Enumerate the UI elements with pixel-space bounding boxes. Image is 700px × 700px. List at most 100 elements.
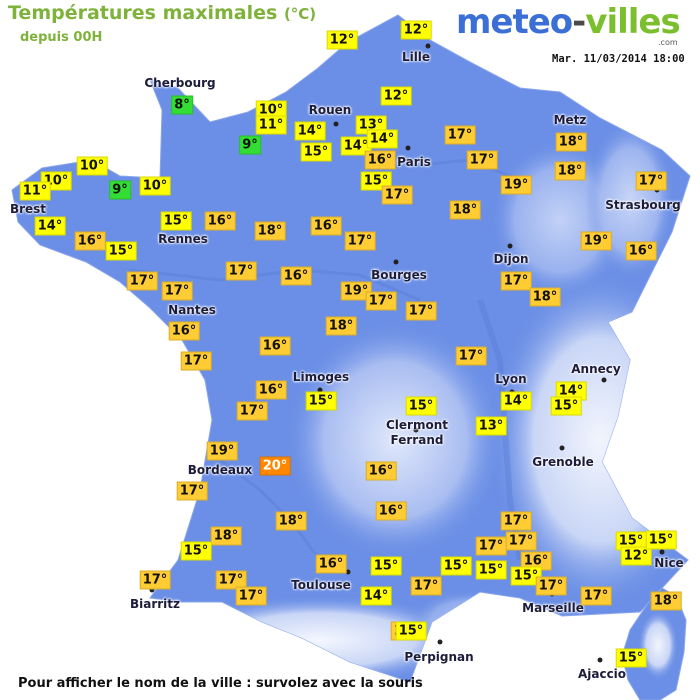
temperature-marker[interactable]: 15° bbox=[105, 241, 137, 261]
temperature-marker[interactable]: 18° bbox=[555, 132, 587, 152]
temperature-marker[interactable]: 19° bbox=[340, 281, 372, 301]
temperature-marker[interactable]: 13° bbox=[475, 416, 507, 436]
temperature-marker[interactable]: 17° bbox=[180, 351, 212, 371]
temperature-marker[interactable]: 17° bbox=[126, 271, 158, 291]
temperature-marker[interactable]: 12° bbox=[380, 86, 412, 106]
temperature-marker[interactable]: 16° bbox=[74, 231, 106, 251]
temperature-marker[interactable]: 15° bbox=[180, 541, 212, 561]
logo-part-2: - bbox=[572, 2, 586, 42]
city-label-rouen: Rouen bbox=[308, 103, 352, 117]
temperature-marker[interactable]: 17° bbox=[161, 281, 193, 301]
temperature-marker[interactable]: 18° bbox=[449, 200, 481, 220]
temperature-marker[interactable]: 16° bbox=[204, 211, 236, 231]
temperature-marker[interactable]: 17° bbox=[405, 301, 437, 321]
temperature-marker[interactable]: 15° bbox=[160, 211, 192, 231]
temperature-marker[interactable]: 11° bbox=[19, 181, 51, 201]
city-dot bbox=[425, 43, 431, 49]
temperature-marker[interactable]: 16° bbox=[520, 551, 552, 571]
city-label-metz: Metz bbox=[553, 113, 587, 127]
temperature-marker[interactable]: 17° bbox=[505, 531, 537, 551]
temperature-marker[interactable]: 15° bbox=[615, 648, 647, 668]
temperature-marker[interactable]: 14° bbox=[294, 121, 326, 141]
temperature-marker[interactable]: 17° bbox=[444, 125, 476, 145]
temperature-marker[interactable]: 18° bbox=[254, 221, 286, 241]
temperature-marker[interactable]: 12° bbox=[400, 20, 432, 40]
temperature-marker[interactable]: 15° bbox=[475, 560, 507, 580]
temperature-marker[interactable]: 16° bbox=[625, 241, 657, 261]
temperature-marker[interactable]: 17° bbox=[365, 291, 397, 311]
site-logo[interactable]: meteo-villes bbox=[456, 2, 681, 42]
temperature-marker[interactable]: 16° bbox=[168, 321, 200, 341]
city-label-clermont: Clermont Ferrand bbox=[385, 418, 449, 447]
temperature-marker[interactable]: 18° bbox=[325, 316, 357, 336]
temperature-marker[interactable]: 10° bbox=[139, 176, 171, 196]
temperature-marker[interactable]: 17° bbox=[176, 481, 208, 501]
temperature-marker[interactable]: 14° bbox=[555, 381, 587, 401]
temperature-marker[interactable]: 19° bbox=[580, 231, 612, 251]
temperature-marker[interactable]: 17° bbox=[235, 586, 267, 606]
city-dot bbox=[659, 549, 665, 555]
temperature-marker[interactable]: 15° bbox=[370, 556, 402, 576]
temperature-marker[interactable]: 19° bbox=[206, 441, 238, 461]
temperature-marker[interactable]: 17° bbox=[500, 511, 532, 531]
temperature-marker[interactable]: 16° bbox=[365, 461, 397, 481]
temperature-marker[interactable]: 14° bbox=[366, 129, 398, 149]
temperature-marker[interactable]: 17° bbox=[139, 570, 171, 590]
temperature-marker[interactable]: 17° bbox=[466, 150, 498, 170]
logo-tld: .com bbox=[658, 38, 678, 47]
temperature-marker[interactable]: 17° bbox=[455, 346, 487, 366]
city-label-strasbourg: Strasbourg bbox=[605, 198, 681, 212]
temperature-marker[interactable]: 17° bbox=[535, 576, 567, 596]
city-label-paris: Paris bbox=[397, 155, 431, 169]
temperature-marker[interactable]: 14° bbox=[34, 216, 66, 236]
city-label-bordeaux: Bordeaux bbox=[187, 463, 253, 477]
temperature-marker[interactable]: 16° bbox=[255, 380, 287, 400]
temperature-marker[interactable]: 18° bbox=[275, 511, 307, 531]
temperature-marker[interactable]: 17° bbox=[225, 261, 257, 281]
city-label-limoges: Limoges bbox=[292, 370, 350, 384]
temperature-marker[interactable]: 17° bbox=[475, 536, 507, 556]
temperature-marker[interactable]: 16° bbox=[364, 150, 396, 170]
temperature-marker[interactable]: 15° bbox=[510, 566, 542, 586]
temperature-marker[interactable]: 12° bbox=[326, 30, 358, 50]
temperature-marker[interactable]: 15° bbox=[300, 142, 332, 162]
city-dot bbox=[601, 377, 607, 383]
temperature-marker[interactable]: 17° bbox=[215, 570, 247, 590]
temperature-marker[interactable]: 10° bbox=[76, 156, 108, 176]
temperature-marker[interactable]: 16° bbox=[280, 266, 312, 286]
temperature-marker[interactable]: 18° bbox=[529, 287, 561, 307]
temperature-marker[interactable]: 17° bbox=[236, 401, 268, 421]
temperature-marker[interactable]: 11° bbox=[255, 115, 287, 135]
temperature-marker[interactable]: 17° bbox=[344, 231, 376, 251]
temperature-marker[interactable]: 15° bbox=[645, 530, 677, 550]
temperature-marker[interactable]: 16° bbox=[259, 336, 291, 356]
temperature-marker[interactable]: 10° bbox=[255, 100, 287, 120]
temperature-marker[interactable]: 20° bbox=[259, 456, 291, 476]
temperature-marker[interactable]: 17° bbox=[381, 185, 413, 205]
city-label-ajaccio: Ajaccio bbox=[577, 667, 627, 681]
temperature-marker[interactable]: 17° bbox=[410, 576, 442, 596]
temperature-marker[interactable]: 9° bbox=[239, 135, 261, 155]
temperature-marker[interactable]: 8° bbox=[171, 95, 193, 115]
temperature-marker[interactable]: 18° bbox=[210, 526, 242, 546]
temperature-marker[interactable]: 16° bbox=[375, 501, 407, 521]
city-label-annecy: Annecy bbox=[571, 362, 621, 376]
temperature-marker[interactable]: 17° bbox=[635, 171, 667, 191]
temperature-marker[interactable]: 15° bbox=[550, 396, 582, 416]
temperature-marker[interactable]: 16° bbox=[310, 216, 342, 236]
temperature-marker[interactable]: 18° bbox=[554, 161, 586, 181]
temperature-marker[interactable]: 9° bbox=[109, 180, 131, 200]
temperature-marker[interactable]: 17° bbox=[500, 271, 532, 291]
temperature-marker[interactable]: 17° bbox=[580, 586, 612, 606]
temperature-marker[interactable]: 19° bbox=[500, 175, 532, 195]
temperature-marker[interactable]: 14° bbox=[360, 586, 392, 606]
temperature-marker[interactable]: 15° bbox=[440, 556, 472, 576]
temperature-marker[interactable]: 15° bbox=[405, 396, 437, 416]
temperature-marker[interactable]: 16° bbox=[315, 554, 347, 574]
temperature-marker[interactable]: 15° bbox=[395, 621, 427, 641]
city-label-brest: Brest bbox=[9, 202, 47, 216]
temperature-marker[interactable]: 18° bbox=[650, 591, 682, 611]
temperature-marker[interactable]: 15° bbox=[305, 391, 337, 411]
temperature-marker[interactable]: 12° bbox=[620, 546, 652, 566]
temperature-marker[interactable]: 14° bbox=[500, 391, 532, 411]
